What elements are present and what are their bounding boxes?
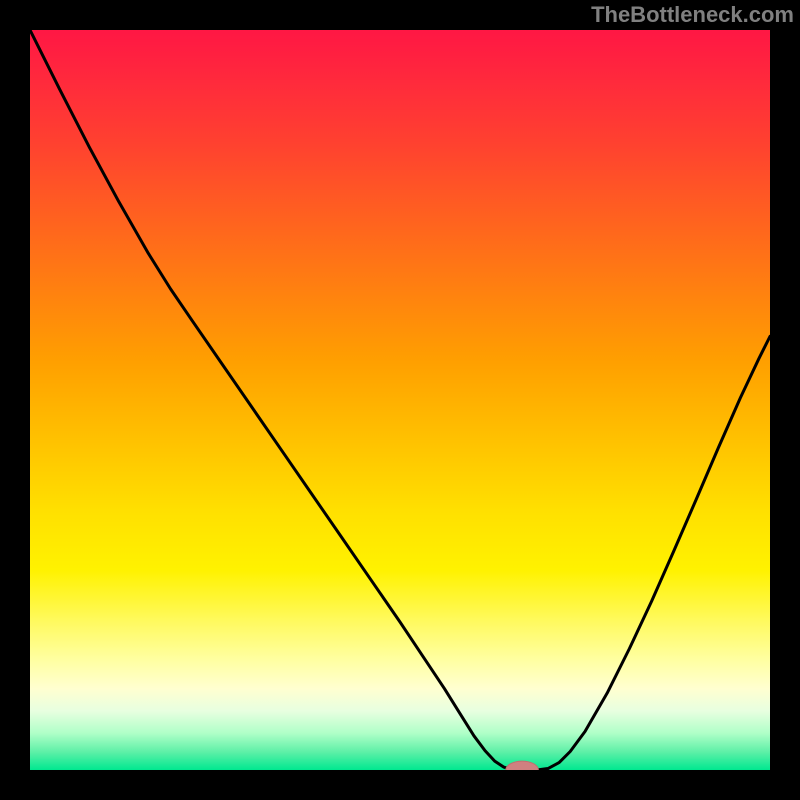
bottleneck-chart xyxy=(30,30,770,770)
gradient-background xyxy=(30,30,770,770)
plot-area xyxy=(30,30,770,770)
watermark-text: TheBottleneck.com xyxy=(591,2,794,28)
